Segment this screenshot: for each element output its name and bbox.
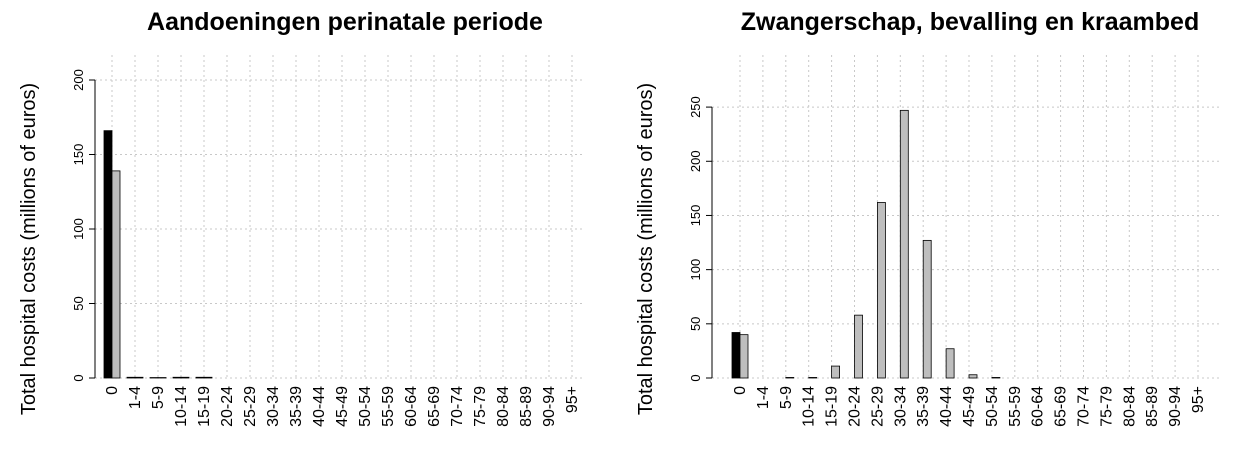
y-tick-label: 150 <box>71 144 86 166</box>
x-tick-label: 50-54 <box>984 386 1001 427</box>
bar <box>831 365 840 379</box>
bar <box>739 334 749 379</box>
chart-title: Aandoeningen perinatale periode <box>147 8 543 36</box>
x-tick-label: 50-54 <box>357 386 374 427</box>
bar <box>968 374 978 379</box>
x-tick-label: 5-9 <box>150 386 167 409</box>
bar <box>731 332 741 379</box>
x-tick-label: 65-69 <box>1053 386 1070 427</box>
bar <box>854 314 863 379</box>
x-tick-label: 80-84 <box>1121 386 1138 427</box>
chart-title: Zwangerschap, bevalling en kraambed <box>741 8 1199 36</box>
x-tick-label: 85-89 <box>518 386 535 427</box>
x-tick-label: 10-14 <box>173 386 190 427</box>
x-tick-label: 85-89 <box>1144 386 1161 427</box>
x-tick-label: 0 <box>732 386 749 395</box>
x-tick-label: 5-9 <box>778 386 795 409</box>
x-tick-label: 1-4 <box>755 386 772 409</box>
y-tick-label: 200 <box>688 150 703 172</box>
x-tick-label: 75-79 <box>1098 386 1115 427</box>
x-tick-label: 30-34 <box>265 386 282 427</box>
chart: Zwangerschap, bevalling en kraambed Total… <box>635 8 1220 427</box>
x-tick-label: 25-29 <box>869 386 886 427</box>
bar <box>808 377 818 379</box>
x-tick-label: 30-34 <box>892 386 909 427</box>
bar <box>134 376 144 379</box>
bar <box>195 376 205 379</box>
y-tick-label: 0 <box>71 374 86 381</box>
bar <box>180 376 190 379</box>
bar <box>785 377 795 379</box>
x-tick-label: 65-69 <box>426 386 443 427</box>
x-tick-label: 20-24 <box>847 386 864 427</box>
y-tick-label: 100 <box>688 259 703 281</box>
bar <box>111 170 121 379</box>
x-tick-label: 1-4 <box>127 386 144 409</box>
y-tick-label: 200 <box>71 69 86 91</box>
y-tick-label: 150 <box>688 205 703 227</box>
chart: Aandoeningen perinatale periode Total hos… <box>18 8 585 427</box>
x-tick-label: 70-74 <box>1076 386 1093 427</box>
bar <box>991 377 1001 379</box>
bar <box>922 239 932 379</box>
x-tick-label: 90-94 <box>1167 386 1184 427</box>
x-tick-label: 45-49 <box>334 386 351 427</box>
y-tick-label: 0 <box>688 374 703 381</box>
x-tick-label: 80-84 <box>495 386 512 427</box>
bar <box>172 376 182 379</box>
x-tick-label: 60-64 <box>1030 386 1047 427</box>
x-tick-label: 0 <box>104 386 121 395</box>
x-tick-label: 20-24 <box>219 386 236 427</box>
y-tick-label: 250 <box>688 96 703 118</box>
x-tick-label: 90-94 <box>541 386 558 427</box>
y-tick-label: 50 <box>71 296 86 310</box>
x-tick-label: 35-39 <box>288 386 305 427</box>
y-axis-label: Total hospital costs (millions of euros) <box>635 83 657 415</box>
y-tick-label: 100 <box>71 218 86 240</box>
x-tick-label: 15-19 <box>196 386 213 427</box>
x-tick-label: 75-79 <box>472 386 489 427</box>
x-tick-label: 40-44 <box>311 386 328 427</box>
y-tick-label: 50 <box>688 317 703 331</box>
x-tick-label: 55-59 <box>1007 386 1024 427</box>
x-tick-label: 70-74 <box>449 386 466 427</box>
bar <box>203 376 213 379</box>
x-tick-label: 40-44 <box>938 386 955 427</box>
x-tick-label: 55-59 <box>380 386 397 427</box>
x-tick-label: 95+ <box>564 386 581 413</box>
x-tick-label: 25-29 <box>242 386 259 427</box>
y-axis-label: Total hospital costs (millions of euros) <box>18 83 40 415</box>
x-tick-label: 15-19 <box>824 386 841 427</box>
bar <box>103 130 113 379</box>
x-tick-label: 35-39 <box>915 386 932 427</box>
x-tick-label: 60-64 <box>403 386 420 427</box>
bar <box>945 348 955 379</box>
x-tick-label: 45-49 <box>961 386 978 427</box>
bar <box>877 202 886 379</box>
x-tick-label: 95+ <box>1190 386 1207 413</box>
bar <box>899 109 909 379</box>
bar <box>126 376 136 379</box>
x-tick-label: 10-14 <box>801 386 818 427</box>
